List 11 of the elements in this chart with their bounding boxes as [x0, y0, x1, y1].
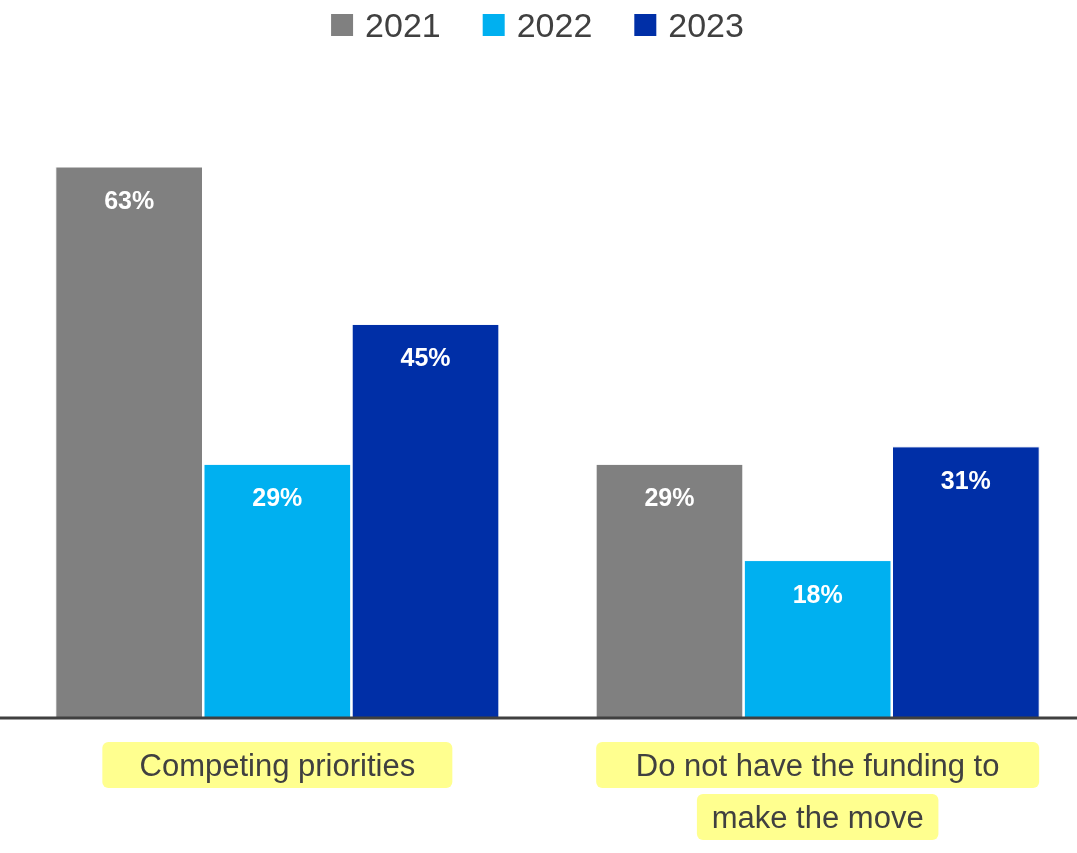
data-label: 45%	[400, 343, 451, 372]
data-label: 29%	[252, 483, 303, 512]
x-tick-label: Competing priorities	[139, 748, 416, 783]
data-label: 29%	[644, 483, 695, 512]
legend-label: 2021	[365, 6, 441, 44]
data-label: 18%	[792, 579, 843, 608]
legend-label: 2023	[668, 6, 744, 44]
legend-label: 2022	[516, 6, 593, 44]
data-label: 31%	[940, 465, 991, 494]
data-label: 63%	[104, 186, 155, 214]
x-tick-label: Do not have the funding to make the move	[635, 748, 1000, 835]
